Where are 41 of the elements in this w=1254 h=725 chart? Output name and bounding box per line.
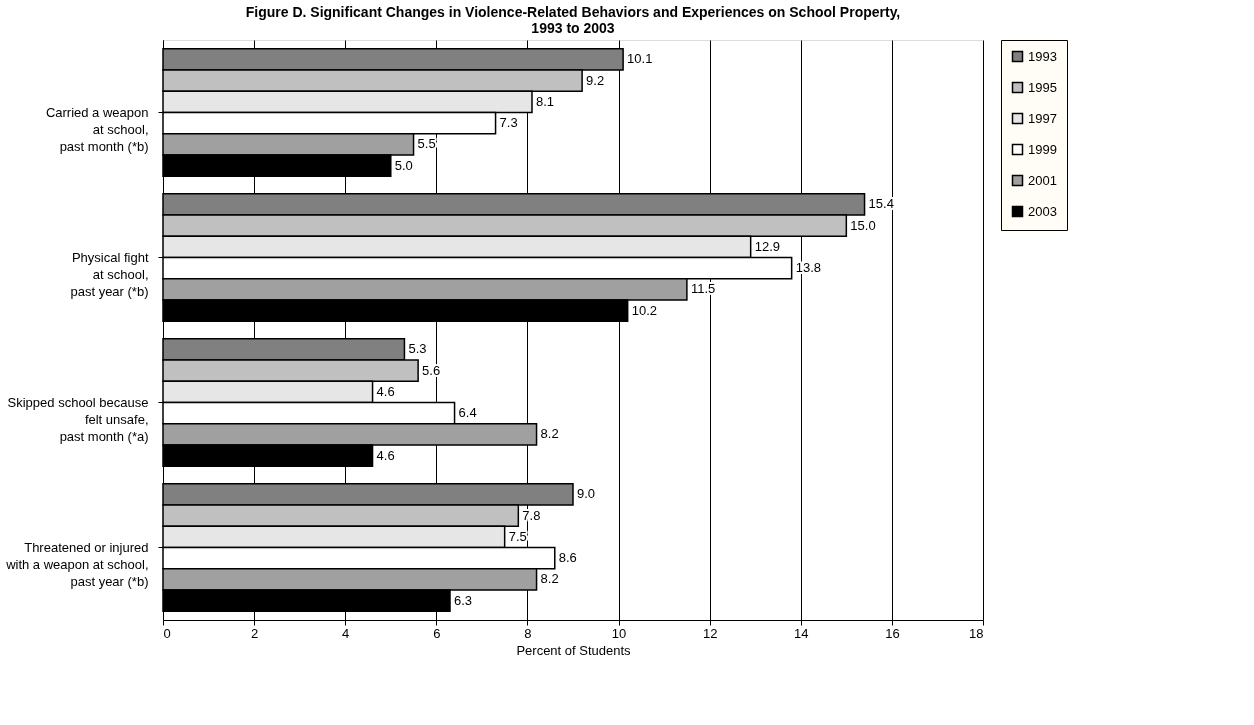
legend-label: 1999 (1028, 141, 1057, 157)
text: 15.0 (850, 217, 876, 233)
x-tick-label: 10 (611, 625, 627, 641)
text: 12.9 (754, 238, 780, 254)
text: 5.0 (394, 157, 413, 173)
text: 4.6 (376, 383, 395, 399)
legend-label: 2001 (1028, 172, 1057, 188)
y-tick-label: Threatened or injured with a weapon at school, past year (*b) (5, 539, 149, 589)
text: 9.0 (577, 486, 596, 502)
text: 9.2 (586, 72, 605, 88)
text: 5.3 (408, 341, 427, 357)
x-tick-label: 2 (250, 625, 259, 641)
text: 6.3 (454, 592, 473, 608)
text: 6.4 (458, 405, 477, 421)
legend-label: 1997 (1028, 110, 1057, 126)
text: 7.5 (508, 528, 527, 544)
x-axis-title: Percent of Students (516, 642, 632, 658)
x-tick-label: 18 (969, 625, 984, 641)
legend-label: 1993 (1028, 48, 1057, 64)
x-tick-label: 4 (342, 625, 350, 641)
x-tick-label: 0 (163, 625, 171, 641)
legend-label: 1995 (1028, 79, 1057, 95)
text: 7.3 (499, 115, 518, 131)
chart-title: Figure D. Significant Changes in Violence-Related Behaviors and Experiences on School Property, 1993 to 2003 (245, 3, 901, 36)
text: 10.1 (627, 51, 653, 67)
y-tick-label: Carried a weapon at school, past month (*b) (45, 104, 149, 154)
text: 5.5 (417, 136, 436, 152)
y-tick-label: Skipped school because felt unsafe, past month (*a) (7, 394, 149, 444)
x-tick-label: 12 (702, 625, 718, 641)
text: 8.2 (540, 426, 559, 442)
text: 4.6 (376, 447, 395, 463)
legend-label: 2003 (1028, 203, 1057, 219)
y-tick-label: Physical fight at school, past year (*b) (70, 249, 149, 299)
text: 8.1 (536, 93, 555, 109)
x-tick-label: 8 (524, 625, 532, 641)
x-tick-label: 16 (885, 625, 900, 641)
text: 8.6 (558, 550, 577, 566)
x-tick-label: 6 (433, 625, 441, 641)
text: 10.2 (631, 302, 657, 318)
x-tick-label: 14 (794, 625, 809, 641)
text: 8.2 (540, 571, 559, 587)
